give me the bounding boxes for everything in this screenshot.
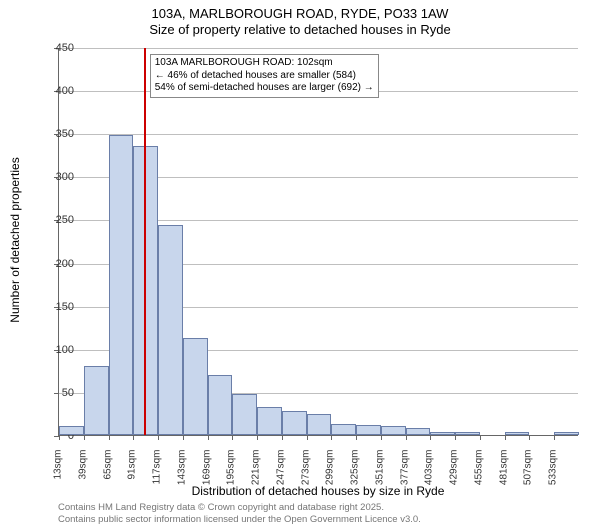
title-line-2: Size of property relative to detached ho… (0, 22, 600, 38)
xtick-mark (356, 435, 357, 440)
xtick-mark (133, 435, 134, 440)
annotation-line-3: 54% of semi-detached houses are larger (… (155, 82, 374, 95)
chart-container: 103A, MARLBOROUGH ROAD, RYDE, PO33 1AW S… (0, 0, 600, 530)
histogram-bar (381, 426, 406, 435)
annotation-line-1: 103A MARLBOROUGH ROAD: 102sqm (155, 57, 374, 70)
footer-line-1: Contains HM Land Registry data © Crown c… (58, 502, 384, 513)
ytick-label: 200 (34, 258, 74, 270)
histogram-bar (257, 407, 282, 435)
histogram-bar (84, 366, 109, 435)
histogram-bar (505, 432, 530, 435)
histogram-bar (59, 426, 84, 435)
y-axis-label: Number of detached properties (8, 157, 22, 322)
histogram-bar (307, 414, 332, 435)
ytick-label: 300 (34, 171, 74, 183)
ytick-label: 350 (34, 128, 74, 140)
xtick-mark (257, 435, 258, 440)
gridline (59, 48, 578, 49)
xtick-mark (406, 435, 407, 440)
ytick-label: 400 (34, 85, 74, 97)
ytick-label: 450 (34, 42, 74, 54)
footer-line-2: Contains public sector information licen… (58, 514, 421, 525)
xtick-mark (554, 435, 555, 440)
chart-title: 103A, MARLBOROUGH ROAD, RYDE, PO33 1AW S… (0, 6, 600, 39)
histogram-bar (406, 428, 431, 435)
reference-line (144, 48, 146, 435)
histogram-bar (331, 424, 356, 435)
annotation-box: 103A MARLBOROUGH ROAD: 102sqm← 46% of de… (150, 54, 379, 98)
ytick-label: 150 (34, 301, 74, 313)
annotation-line-2: ← 46% of detached houses are smaller (58… (155, 70, 374, 83)
xtick-mark (183, 435, 184, 440)
histogram-bar (109, 135, 134, 435)
xtick-mark (109, 435, 110, 440)
histogram-bar (430, 432, 455, 435)
xtick-mark (331, 435, 332, 440)
xtick-mark (480, 435, 481, 440)
histogram-bar (455, 432, 480, 435)
title-line-1: 103A, MARLBOROUGH ROAD, RYDE, PO33 1AW (0, 6, 600, 22)
histogram-bar (356, 425, 381, 435)
xtick-mark (84, 435, 85, 440)
histogram-bar (158, 225, 183, 435)
xtick-mark (430, 435, 431, 440)
ytick-label: 100 (34, 344, 74, 356)
ytick-label: 250 (34, 214, 74, 226)
xtick-mark (529, 435, 530, 440)
xtick-mark (307, 435, 308, 440)
xtick-mark (232, 435, 233, 440)
ytick-label: 50 (34, 387, 74, 399)
histogram-bar (232, 394, 257, 435)
xtick-mark (381, 435, 382, 440)
xtick-mark (282, 435, 283, 440)
xtick-mark (455, 435, 456, 440)
x-axis-label: Distribution of detached houses by size … (58, 484, 578, 498)
histogram-bar (183, 338, 208, 435)
xtick-mark (505, 435, 506, 440)
xtick-mark (158, 435, 159, 440)
histogram-bar (554, 432, 579, 435)
histogram-bar (208, 375, 233, 435)
gridline (59, 134, 578, 135)
xtick-mark (208, 435, 209, 440)
histogram-bar (282, 411, 307, 435)
plot-area: 103A MARLBOROUGH ROAD: 102sqm← 46% of de… (58, 48, 578, 436)
